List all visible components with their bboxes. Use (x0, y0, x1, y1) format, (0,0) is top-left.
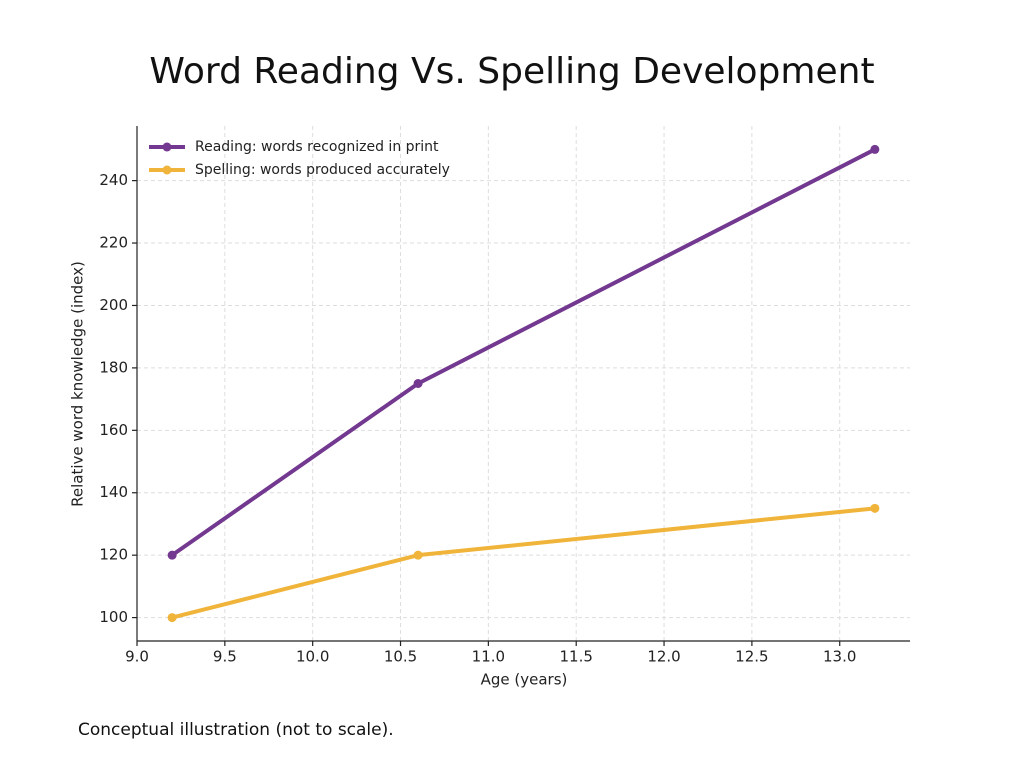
y-axis-label: Relative word knowledge (index) (69, 261, 87, 507)
y-tick-label: 180 (99, 358, 128, 376)
y-tick-label: 160 (99, 421, 128, 439)
legend-marker (162, 142, 172, 152)
y-tick-label: 140 (99, 483, 128, 501)
y-tick-label: 100 (99, 608, 128, 626)
legend-marker (162, 165, 172, 175)
footnote: Conceptual illustration (not to scale). (78, 720, 394, 740)
chart-title: Word Reading Vs. Spelling Development (149, 51, 874, 92)
x-tick-label: 12.0 (647, 648, 680, 666)
x-tick-label: 11.0 (472, 648, 505, 666)
x-tick-label: 12.5 (735, 648, 768, 666)
legend-label: Spelling: words produced accurately (195, 162, 450, 178)
x-tick-label: 11.5 (560, 648, 593, 666)
point (413, 379, 423, 388)
point (167, 550, 177, 560)
x-tick-label: 9.5 (213, 648, 237, 666)
x-tick-label: 10.0 (296, 648, 329, 666)
point (167, 613, 177, 623)
y-tick-label: 120 (99, 546, 128, 564)
point (870, 503, 880, 513)
series-line (170, 147, 876, 557)
point (870, 144, 880, 154)
y-tick-label: 240 (99, 171, 128, 189)
x-tick-label: 13.0 (823, 648, 856, 666)
x-axis-label: Age (years) (481, 671, 568, 689)
x-tick-label: 10.5 (384, 648, 417, 666)
series-line (171, 506, 876, 620)
legend-label: Reading: words recognized in print (195, 139, 439, 155)
x-tick-label: 9.0 (125, 648, 149, 666)
y-tick-label: 220 (99, 234, 128, 252)
y-tick-label: 200 (99, 296, 128, 314)
point (413, 550, 423, 560)
